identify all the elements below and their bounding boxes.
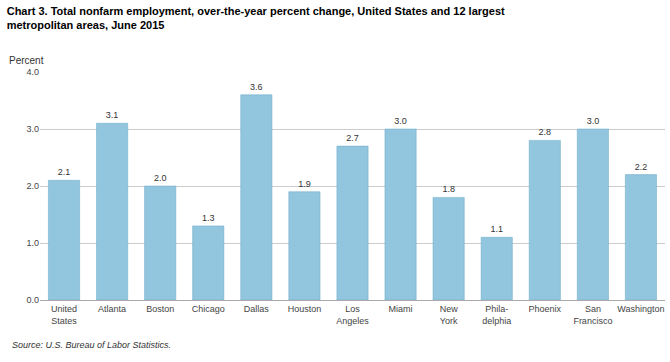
svg-text:1.0: 1.0 — [26, 238, 39, 248]
svg-text:2.8: 2.8 — [539, 127, 552, 137]
svg-text:LosAngeles: LosAngeles — [336, 304, 369, 326]
svg-text:Chicago: Chicago — [192, 304, 225, 314]
svg-text:Miami: Miami — [389, 304, 413, 314]
svg-text:2.0: 2.0 — [26, 181, 39, 191]
svg-text:UnitedStates: UnitedStates — [51, 304, 77, 326]
svg-text:3.0: 3.0 — [26, 124, 39, 134]
svg-text:Percent: Percent — [9, 55, 44, 66]
svg-text:Atlanta: Atlanta — [98, 304, 126, 314]
svg-text:Phoenix: Phoenix — [529, 304, 562, 314]
svg-text:1.3: 1.3 — [202, 213, 215, 223]
svg-text:Houston: Houston — [288, 304, 322, 314]
svg-text:Dallas: Dallas — [244, 304, 270, 314]
svg-text:2.2: 2.2 — [635, 162, 648, 172]
svg-text:NewYork: NewYork — [440, 304, 459, 326]
svg-text:1.9: 1.9 — [298, 179, 311, 189]
svg-text:Source: U.S. Bureau of Labor S: Source: U.S. Bureau of Labor Statistics. — [12, 340, 171, 350]
svg-text:2.7: 2.7 — [346, 133, 359, 143]
svg-text:1.8: 1.8 — [442, 184, 455, 194]
svg-text:SanFrancisco: SanFrancisco — [573, 304, 612, 326]
svg-text:3.6: 3.6 — [250, 82, 263, 92]
svg-text:2.0: 2.0 — [154, 173, 167, 183]
svg-text:4.0: 4.0 — [26, 67, 39, 77]
svg-text:3.1: 3.1 — [106, 110, 119, 120]
svg-text:3.0: 3.0 — [587, 116, 600, 126]
svg-text:0.0: 0.0 — [26, 295, 39, 305]
svg-text:Washington: Washington — [617, 304, 664, 314]
svg-text:Boston: Boston — [146, 304, 174, 314]
svg-text:Phila-delphia: Phila-delphia — [482, 304, 511, 326]
svg-text:3.0: 3.0 — [394, 116, 407, 126]
svg-text:Chart 3. Total nonfarm employm: Chart 3. Total nonfarm employment, over-… — [7, 5, 505, 31]
svg-text:2.1: 2.1 — [58, 167, 71, 177]
svg-text:1.1: 1.1 — [490, 224, 503, 234]
